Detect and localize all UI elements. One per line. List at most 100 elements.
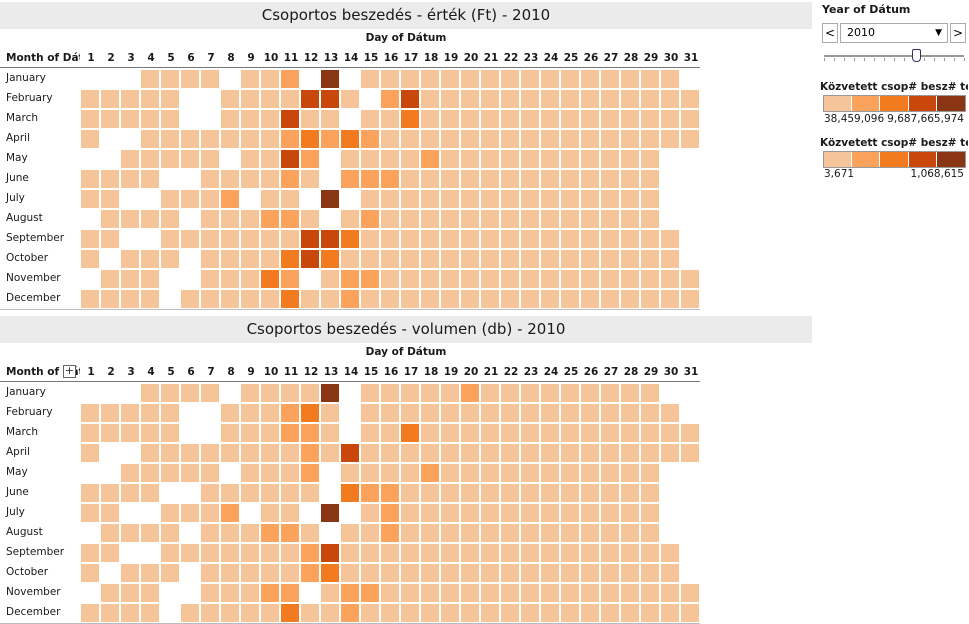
heatmap-cell[interactable]	[661, 584, 679, 602]
heatmap-cell[interactable]	[321, 190, 339, 208]
heatmap-cell[interactable]	[421, 150, 439, 168]
heatmap-cell[interactable]	[201, 250, 219, 268]
heatmap-cell[interactable]	[481, 464, 499, 482]
heatmap-cell[interactable]	[601, 210, 619, 228]
heatmap-cell[interactable]	[301, 604, 319, 622]
heatmap-cell[interactable]	[641, 70, 659, 88]
heatmap-cell[interactable]	[101, 210, 119, 228]
heatmap-cell[interactable]	[361, 230, 379, 248]
heatmap-cell[interactable]	[281, 290, 299, 308]
heatmap-cell[interactable]	[401, 270, 419, 288]
heatmap-cell[interactable]	[381, 524, 399, 542]
heatmap-cell[interactable]	[681, 270, 699, 288]
heatmap-cell[interactable]	[401, 524, 419, 542]
heatmap-cell[interactable]	[141, 524, 159, 542]
heatmap-cell[interactable]	[241, 544, 259, 562]
heatmap-cell[interactable]	[241, 250, 259, 268]
heatmap-cell[interactable]	[681, 130, 699, 148]
heatmap-cell[interactable]	[621, 170, 639, 188]
heatmap-cell[interactable]	[121, 404, 139, 422]
heatmap-cell[interactable]	[121, 90, 139, 108]
heatmap-cell[interactable]	[621, 70, 639, 88]
heatmap-cell[interactable]	[481, 150, 499, 168]
heatmap-cell[interactable]	[261, 230, 279, 248]
heatmap-cell[interactable]	[501, 110, 519, 128]
heatmap-cell[interactable]	[481, 504, 499, 522]
heatmap-cell[interactable]	[441, 404, 459, 422]
heatmap-cell[interactable]	[381, 130, 399, 148]
heatmap-cell[interactable]	[201, 604, 219, 622]
heatmap-cell[interactable]	[641, 524, 659, 542]
heatmap-cell[interactable]	[661, 444, 679, 462]
heatmap-cell[interactable]	[421, 70, 439, 88]
heatmap-cell[interactable]	[541, 250, 559, 268]
heatmap-cell[interactable]	[301, 170, 319, 188]
heatmap-cell[interactable]	[501, 604, 519, 622]
heatmap-cell[interactable]	[621, 110, 639, 128]
heatmap-cell[interactable]	[361, 424, 379, 442]
heatmap-cell[interactable]	[421, 584, 439, 602]
heatmap-cell[interactable]	[341, 544, 359, 562]
heatmap-cell[interactable]	[601, 290, 619, 308]
heatmap-cell[interactable]	[121, 270, 139, 288]
heatmap-cell[interactable]	[481, 584, 499, 602]
heatmap-cell[interactable]	[281, 524, 299, 542]
heatmap-cell[interactable]	[141, 110, 159, 128]
heatmap-cell[interactable]	[481, 290, 499, 308]
heatmap-cell[interactable]	[321, 130, 339, 148]
heatmap-cell[interactable]	[461, 404, 479, 422]
color-legend-bar[interactable]	[823, 95, 966, 112]
heatmap-cell[interactable]	[581, 130, 599, 148]
heatmap-cell[interactable]	[281, 504, 299, 522]
heatmap-cell[interactable]	[261, 424, 279, 442]
heatmap-cell[interactable]	[361, 110, 379, 128]
heatmap-cell[interactable]	[361, 404, 379, 422]
heatmap-cell[interactable]	[261, 584, 279, 602]
heatmap-cell[interactable]	[461, 504, 479, 522]
heatmap-cell[interactable]	[441, 250, 459, 268]
heatmap-cell[interactable]	[141, 484, 159, 502]
heatmap-cell[interactable]	[621, 444, 639, 462]
heatmap-cell[interactable]	[561, 404, 579, 422]
heatmap-cell[interactable]	[101, 584, 119, 602]
heatmap-cell[interactable]	[601, 230, 619, 248]
heatmap-cell[interactable]	[621, 190, 639, 208]
heatmap-cell[interactable]	[321, 584, 339, 602]
heatmap-cell[interactable]	[441, 464, 459, 482]
heatmap-cell[interactable]	[501, 424, 519, 442]
heatmap-cell[interactable]	[521, 384, 539, 402]
heatmap-cell[interactable]	[421, 170, 439, 188]
heatmap-cell[interactable]	[601, 70, 619, 88]
heatmap-cell[interactable]	[501, 130, 519, 148]
heatmap-cell[interactable]	[161, 230, 179, 248]
heatmap-cell[interactable]	[381, 604, 399, 622]
heatmap-cell[interactable]	[281, 484, 299, 502]
heatmap-cell[interactable]	[321, 290, 339, 308]
heatmap-cell[interactable]	[181, 504, 199, 522]
heatmap-cell[interactable]	[381, 444, 399, 462]
heatmap-cell[interactable]	[201, 170, 219, 188]
heatmap-cell[interactable]	[521, 150, 539, 168]
heatmap-cell[interactable]	[81, 290, 99, 308]
heatmap-cell[interactable]	[481, 190, 499, 208]
heatmap-cell[interactable]	[141, 564, 159, 582]
heatmap-cell[interactable]	[221, 270, 239, 288]
heatmap-cell[interactable]	[321, 230, 339, 248]
heatmap-cell[interactable]	[581, 230, 599, 248]
heatmap-cell[interactable]	[141, 210, 159, 228]
heatmap-cell[interactable]	[361, 270, 379, 288]
heatmap-cell[interactable]	[661, 110, 679, 128]
heatmap-cell[interactable]	[601, 504, 619, 522]
heatmap-cell[interactable]	[561, 150, 579, 168]
heatmap-cell[interactable]	[281, 404, 299, 422]
heatmap-cell[interactable]	[561, 210, 579, 228]
heatmap-cell[interactable]	[341, 444, 359, 462]
heatmap-cell[interactable]	[301, 150, 319, 168]
heatmap-cell[interactable]	[461, 90, 479, 108]
heatmap-cell[interactable]	[281, 210, 299, 228]
heatmap-cell[interactable]	[101, 90, 119, 108]
heatmap-cell[interactable]	[201, 544, 219, 562]
heatmap-cell[interactable]	[121, 564, 139, 582]
heatmap-cell[interactable]	[641, 150, 659, 168]
heatmap-cell[interactable]	[81, 484, 99, 502]
